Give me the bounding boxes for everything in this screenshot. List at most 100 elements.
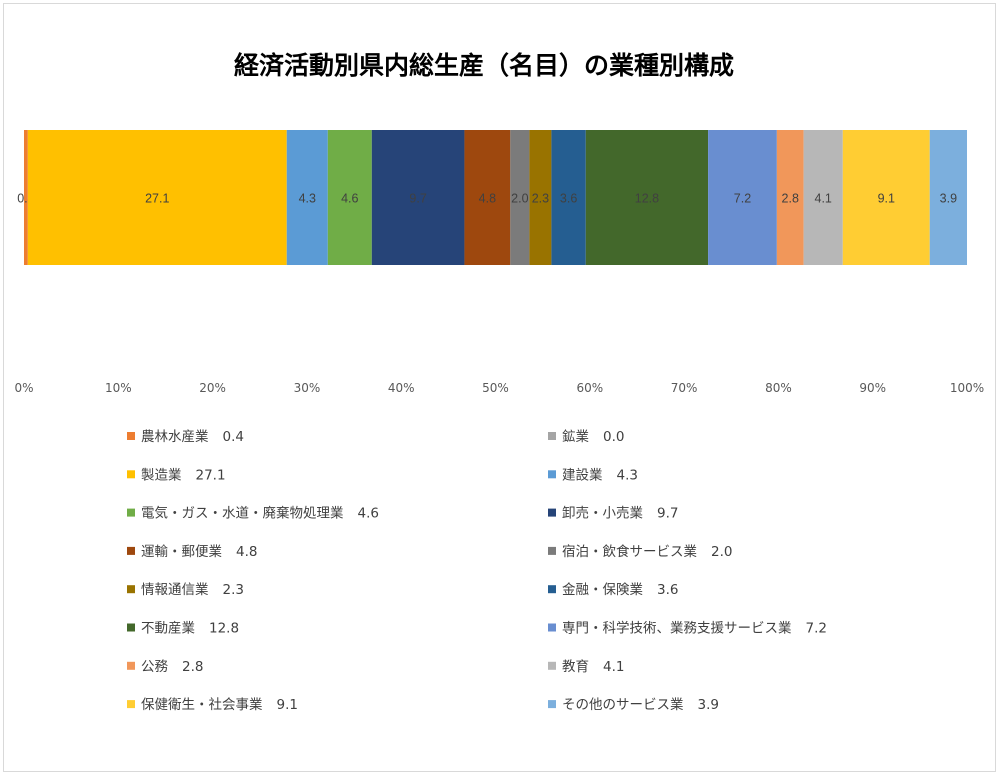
data-label: 4.3 (299, 192, 316, 206)
x-tick-label: 70% (671, 381, 698, 395)
legend-item: 宿泊・飲食サービス業 2.0 (562, 543, 732, 560)
bar-segment (286, 130, 328, 265)
legend-item: 電気・ガス・水道・廃棄物処理業 4.6 (141, 505, 379, 522)
legend-swatch (127, 508, 135, 517)
legend-label: 農林水産業 (141, 429, 209, 445)
chart-title: 経済活動別県内総生産（名目）の業種別構成 (233, 51, 734, 80)
legend-swatch (548, 585, 556, 594)
legend-item: その他のサービス業 3.9 (562, 697, 719, 713)
data-label: 4.1 (815, 192, 832, 206)
legend-swatch (127, 623, 135, 632)
data-label: 7.2 (734, 192, 751, 206)
legend-item: 卸売・小売業 9.7 (562, 506, 678, 522)
legend-value: 4.6 (358, 506, 379, 522)
legend-swatch (548, 700, 556, 709)
legend-value: 4.1 (603, 659, 624, 675)
legend-value: 2.8 (182, 659, 203, 675)
legend-swatch (548, 508, 556, 517)
bar-segment (551, 130, 586, 265)
legend-value: 27.1 (196, 467, 226, 483)
legend-item: 建設業 4.3 (562, 467, 638, 483)
legend-swatch (127, 700, 135, 709)
legend-label: 公務 (141, 659, 168, 675)
legend-swatch (127, 432, 135, 440)
legend-item: 農林水産業 0.4 (141, 429, 244, 445)
legend-value: 9.1 (277, 697, 298, 713)
legend-value: 12.8 (209, 621, 239, 637)
legend-item: 運輸・郵便業 4.8 (141, 544, 257, 560)
x-tick-label: 20% (199, 381, 226, 395)
legend-label: 卸売・小売業 (562, 506, 643, 522)
legend-swatch (548, 432, 556, 440)
bar-segment (803, 130, 843, 265)
data-label: 4.6 (341, 192, 358, 206)
bar-segment (776, 130, 804, 265)
legend-label: 保健衛生・社会事業 (141, 697, 263, 713)
data-label: 2.3 (532, 192, 549, 206)
data-label: 9.1 (878, 192, 895, 206)
legend-label: 建設業 (562, 467, 603, 483)
bar-segment (842, 130, 930, 265)
data-label: 2.0 (511, 192, 528, 206)
data-label: 2.8 (782, 192, 799, 206)
bar-segment (464, 130, 511, 265)
legend-value: 4.8 (236, 544, 257, 560)
x-tick-label: 80% (765, 381, 792, 395)
x-tick-label: 40% (388, 381, 415, 395)
x-tick-label: 60% (576, 381, 603, 395)
bar-segment (327, 130, 372, 265)
legend-item: 不動産業 12.8 (141, 621, 239, 637)
legend-item: 金融・保険業 3.6 (562, 582, 678, 598)
data-label: 9.7 (409, 192, 426, 206)
x-tick-label: 100% (950, 381, 984, 395)
legend-value: 0.4 (223, 429, 244, 445)
legend-label: その他のサービス業 (562, 697, 684, 713)
legend-item: 鉱業 0.0 (562, 429, 624, 445)
data-label: 27.1 (145, 192, 169, 206)
bar-segment (24, 130, 28, 265)
x-tick-label: 0% (14, 381, 33, 395)
legend-label: 教育 (562, 659, 589, 675)
x-tick-label: 10% (105, 381, 132, 395)
data-label: 3.9 (940, 192, 957, 206)
legend-label: 宿泊・飲食サービス業 (562, 543, 697, 560)
legend-swatch (548, 546, 556, 555)
legend-label: 製造業 (141, 467, 182, 483)
legend-item: 情報通信業 2.3 (141, 582, 244, 598)
legend-value: 3.9 (698, 697, 719, 713)
legend-swatch (127, 470, 135, 479)
bar-segment (929, 130, 967, 265)
legend-value: 0.0 (603, 429, 624, 445)
bar-segment (27, 130, 287, 265)
legend-swatch (548, 661, 556, 670)
chart-area (3, 3, 996, 772)
bar-segment (510, 130, 530, 265)
x-tick-label: 90% (859, 381, 886, 395)
legend-item: 製造業 27.1 (141, 467, 226, 483)
legend-swatch (548, 623, 556, 632)
legend-item: 公務 2.8 (141, 659, 203, 675)
legend-label: 専門・科学技術、業務支援サービス業 (562, 621, 792, 637)
legend-swatch (127, 546, 135, 555)
data-label: 3.6 (560, 192, 577, 206)
bar-segment (708, 130, 777, 265)
legend-value: 2.0 (711, 544, 732, 560)
bar-segment (529, 130, 552, 265)
legend-swatch (127, 661, 135, 670)
legend-value: 2.3 (223, 582, 244, 598)
legend-value: 3.6 (657, 582, 678, 598)
legend-label: 運輸・郵便業 (141, 544, 222, 560)
legend-item: 保健衛生・社会事業 9.1 (141, 697, 298, 713)
legend-value: 7.2 (806, 621, 827, 637)
legend-label: 鉱業 (562, 429, 590, 445)
legend-label: 電気・ガス・水道・廃棄物処理業 (141, 505, 344, 522)
legend-swatch (548, 470, 556, 479)
x-tick-label: 30% (294, 381, 321, 395)
legend-value: 9.7 (657, 506, 678, 522)
legend-item: 教育 4.1 (562, 659, 624, 675)
legend-swatch (127, 585, 135, 594)
legend-label: 金融・保険業 (562, 582, 643, 598)
x-tick-label: 50% (482, 381, 509, 395)
legend-value: 4.3 (617, 467, 638, 483)
